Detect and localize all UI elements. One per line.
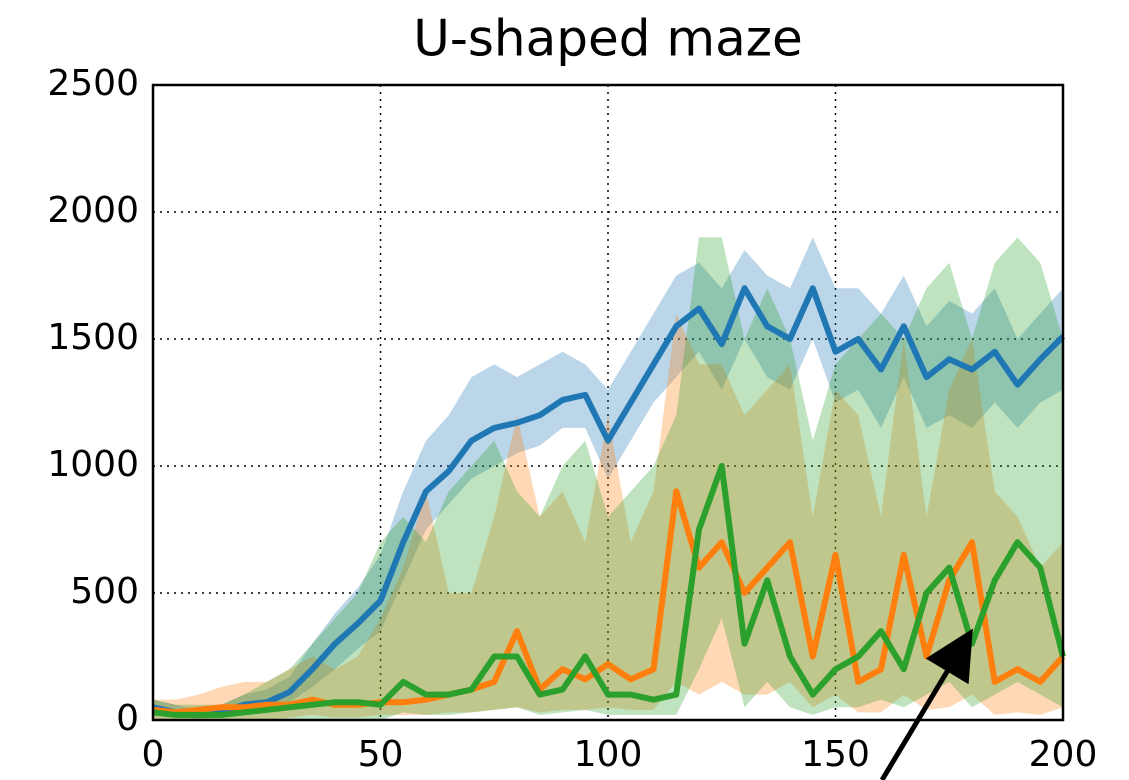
x-tick-label: 150: [801, 734, 870, 775]
plot-area: [152, 84, 1066, 721]
x-tick-label: 0: [142, 734, 165, 775]
annotation-arrow: [879, 628, 973, 780]
y-tick-label: 2000: [47, 190, 139, 231]
plot-frame: [151, 83, 1065, 722]
series-line: [152, 285, 1066, 718]
x-tick-label: 100: [574, 734, 643, 775]
y-tick-label: 2500: [47, 63, 139, 104]
y-tick-label: 1000: [47, 444, 139, 485]
x-tick-label: 200: [1029, 734, 1098, 775]
series-line: [152, 488, 1066, 716]
chart-title: U-shaped maze: [413, 10, 803, 68]
series-line: [152, 463, 1066, 718]
y-tick-label: 1500: [47, 317, 139, 358]
y-tick-label: 0: [116, 698, 139, 739]
error-band: [153, 313, 1063, 720]
x-tick-label: 50: [358, 734, 404, 775]
y-tick-label: 500: [70, 571, 139, 612]
